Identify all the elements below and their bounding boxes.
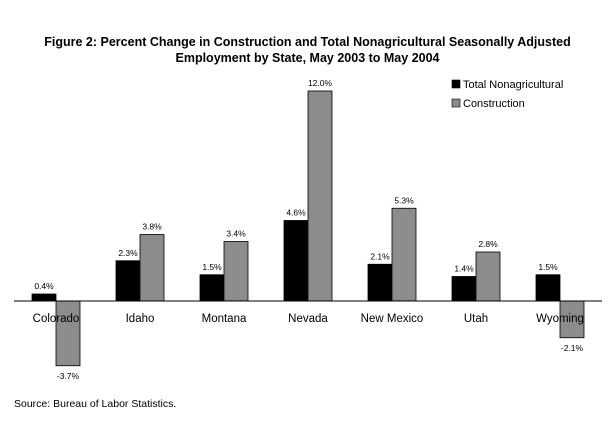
bars-layer <box>31 90 585 367</box>
bar-construction-utah <box>475 251 501 302</box>
data-label-construction-wyoming: -2.1% <box>561 343 584 353</box>
legend-label-construction: Construction <box>463 98 525 110</box>
bar-construction-idaho <box>139 234 165 302</box>
bar-construction-wyoming <box>559 300 585 339</box>
x-tick-label-wyoming: Wyoming <box>536 313 584 325</box>
data-label-total-nonagricultural-new-mexico: 2.1% <box>370 251 390 261</box>
data-label-total-nonagricultural-idaho: 2.3% <box>118 248 138 258</box>
bar-total-nonagricultural-nevada <box>283 220 309 302</box>
bar-construction-colorado <box>55 300 81 367</box>
data-label-total-nonagricultural-nevada: 4.6% <box>286 208 306 218</box>
x-tick-label-colorado: Colorado <box>33 313 80 325</box>
legend-swatch-construction <box>451 98 461 108</box>
bar-construction-new-mexico <box>391 207 417 302</box>
x-tick-label-utah: Utah <box>464 313 488 325</box>
legend-label-total-nonagricultural: Total Nonagricultural <box>463 79 563 91</box>
bar-construction-montana <box>223 241 249 302</box>
legend-swatch-total-nonagricultural <box>451 79 461 89</box>
data-label-total-nonagricultural-colorado: 0.4% <box>34 281 54 291</box>
source-note: Source: Bureau of Labor Statistics. <box>14 398 177 410</box>
chart-title-line-2: Employment by State, May 2003 to May 200… <box>175 51 440 65</box>
bar-construction-nevada <box>307 90 333 302</box>
x-tick-label-nevada: Nevada <box>288 313 328 325</box>
bar-total-nonagricultural-new-mexico <box>367 263 393 302</box>
bar-total-nonagricultural-utah <box>451 276 477 302</box>
bar-total-nonagricultural-montana <box>199 274 225 302</box>
data-label-total-nonagricultural-utah: 1.4% <box>454 264 474 274</box>
labels-layer: 0.4% -3.7% Colorado 2.3% 3.8% Idaho 1.5% 3.4% Mo… <box>33 78 584 381</box>
data-label-construction-utah: 2.8% <box>478 239 498 249</box>
data-label-construction-montana: 3.4% <box>226 229 246 239</box>
x-tick-label-idaho: Idaho <box>126 313 155 325</box>
data-label-total-nonagricultural-montana: 1.5% <box>202 262 222 272</box>
data-label-construction-nevada: 12.0% <box>308 78 333 88</box>
legend: Total Nonagricultural Construction <box>451 79 563 110</box>
chart-title-line-1: Figure 2: Percent Change in Construction… <box>44 35 571 49</box>
data-label-construction-new-mexico: 5.3% <box>394 195 414 205</box>
data-label-total-nonagricultural-wyoming: 1.5% <box>538 262 558 272</box>
bar-total-nonagricultural-idaho <box>115 260 141 302</box>
bar-total-nonagricultural-wyoming <box>535 274 561 302</box>
data-label-construction-idaho: 3.8% <box>142 222 162 232</box>
data-label-construction-colorado: -3.7% <box>57 371 80 381</box>
chart-title: Figure 2: Percent Change in Construction… <box>0 34 615 66</box>
x-tick-label-montana: Montana <box>202 313 247 325</box>
bar-total-nonagricultural-colorado <box>31 293 57 302</box>
x-tick-label-new-mexico: New Mexico <box>361 313 424 325</box>
